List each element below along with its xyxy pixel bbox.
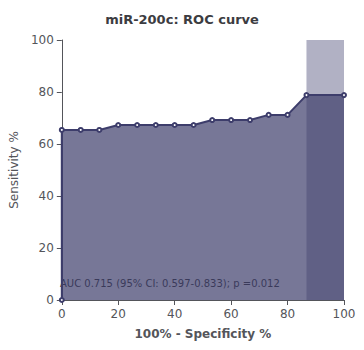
svg-text:40: 40 [39,189,54,203]
svg-text:100% - Specificity %: 100% - Specificity % [134,327,271,341]
svg-text:60: 60 [223,307,238,321]
svg-text:80: 80 [280,307,295,321]
svg-text:60: 60 [39,137,54,151]
svg-text:0: 0 [58,307,66,321]
svg-text:0: 0 [46,293,54,307]
svg-text:100: 100 [31,33,54,47]
svg-text:miR-200c: ROC curve: miR-200c: ROC curve [105,12,259,27]
svg-text:20: 20 [111,307,126,321]
svg-text:100: 100 [333,307,356,321]
svg-text:20: 20 [39,241,54,255]
svg-text:40: 40 [167,307,182,321]
svg-text:80: 80 [39,85,54,99]
svg-text:Sensitivity %: Sensitivity % [7,131,21,209]
